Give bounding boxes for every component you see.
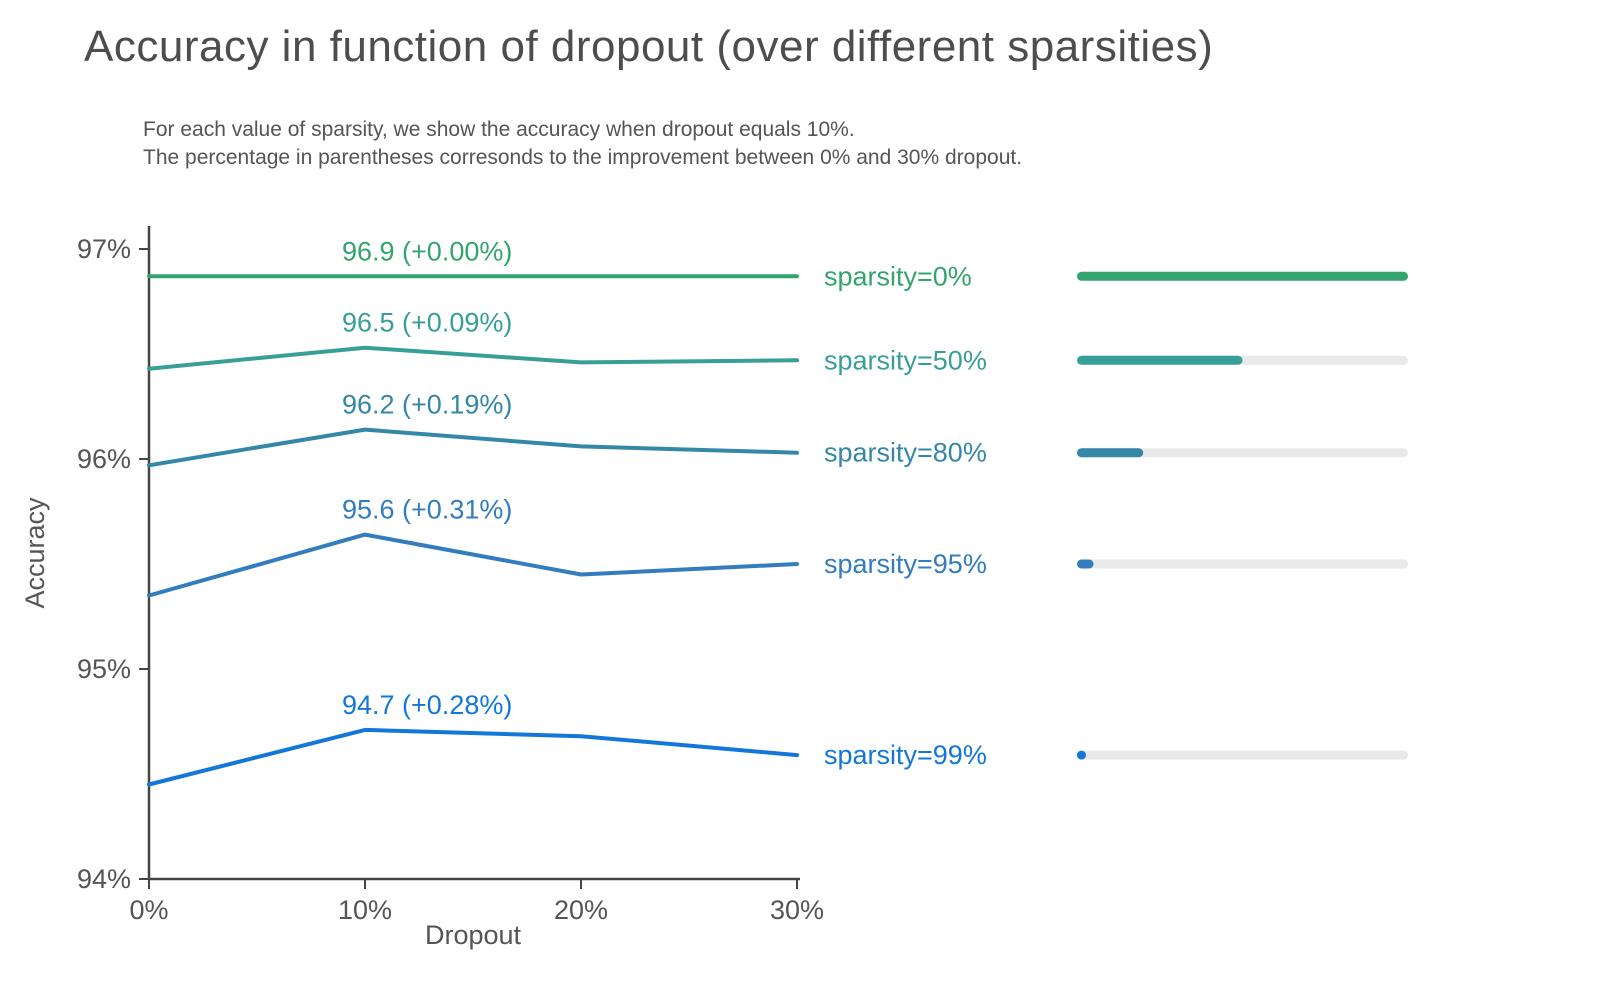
series-line-sparsity=50% [147, 345, 799, 371]
series-annotation-sparsity=0%: 96.9 (+0.00%) [342, 236, 512, 266]
density-bar-fill-sparsity=80% [1077, 448, 1144, 458]
series-label-sparsity=80%: sparsity=80% [824, 438, 987, 468]
series-label-sparsity=50%: sparsity=50% [824, 345, 987, 375]
density-bar-fill-sparsity=95% [1077, 559, 1094, 569]
density-bar-fill-sparsity=0% [1077, 271, 1408, 281]
series-annotation-sparsity=95%: 95.6 (+0.31%) [342, 495, 512, 525]
y-tick-label-95%: 95% [77, 654, 131, 684]
series-line-sparsity=99% [147, 727, 799, 787]
y-tick-label-94%: 94% [77, 864, 131, 894]
series-line-sparsity=95% [147, 532, 799, 598]
y-tick-label-97%: 97% [77, 234, 131, 264]
x-tick-label-30%: 30% [770, 895, 824, 925]
x-tick-label-10%: 10% [338, 895, 392, 925]
chart-subtitle-line-1: For each value of sparsity, we show the … [143, 118, 855, 141]
x-tick-label-0%: 0% [129, 895, 168, 925]
chart-subtitle: For each value of sparsity, we show the … [143, 116, 1022, 172]
chart-title: Accuracy in function of dropout (over di… [84, 22, 1214, 71]
chart-subtitle-line-2: The percentage in parentheses corresonds… [143, 146, 1023, 169]
series-label-sparsity=99%: sparsity=99% [824, 740, 987, 770]
density-bar-fill-sparsity=50% [1077, 355, 1243, 365]
density-bar-track-sparsity=99% [1077, 750, 1408, 760]
series-annotation-sparsity=50%: 96.5 (+0.09%) [342, 308, 512, 338]
y-axis-label: Accuracy [20, 497, 50, 609]
density-bar-track-sparsity=80% [1077, 448, 1408, 458]
x-tick-label-20%: 20% [554, 895, 608, 925]
density-bar-fill-sparsity=99% [1077, 750, 1086, 760]
y-tick-label-96%: 96% [77, 444, 131, 474]
series-label-sparsity=95%: sparsity=95% [824, 549, 987, 579]
series-annotation-sparsity=99%: 94.7 (+0.28%) [342, 690, 512, 720]
series-annotation-sparsity=80%: 96.2 (+0.19%) [342, 390, 512, 420]
series-line-sparsity=80% [147, 427, 799, 468]
series-label-sparsity=0%: sparsity=0% [824, 261, 972, 291]
density-bar-track-sparsity=95% [1077, 559, 1408, 569]
x-axis-label: Dropout [425, 920, 522, 950]
